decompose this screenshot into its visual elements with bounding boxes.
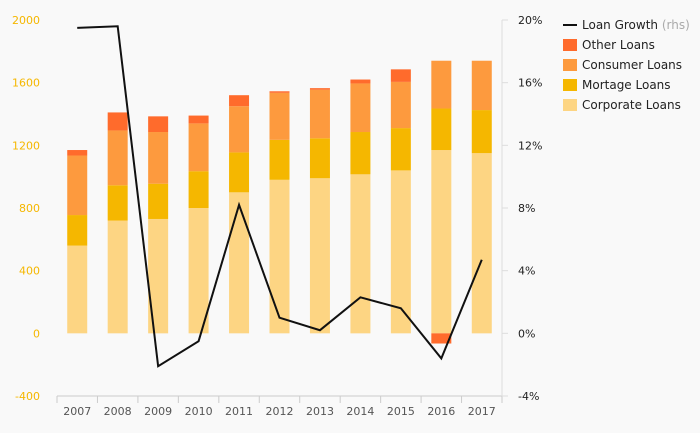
bar-consumer-loans-2009 (148, 132, 169, 184)
x-axis: 2007 2008 2009 2010 2011 2012 2013 2014 2015 2016… (56, 395, 503, 418)
x-tick-label: 2017 (468, 405, 496, 418)
right-y-tick-label: 20% (518, 14, 542, 27)
left-y-tick-label: -400 (15, 390, 40, 403)
bar-corporate-loans-2008 (107, 220, 128, 334)
bar-corporate-loans-2014 (350, 174, 371, 334)
legend-label-mortage-loans: Mortage Loans (582, 78, 671, 92)
left-y-tick-label: 800 (19, 202, 40, 215)
bar-consumer-loans-2011 (229, 106, 250, 153)
bar-other-loans-2013 (309, 88, 330, 90)
bar-consumer-loans-2013 (309, 89, 330, 139)
bar-corporate-loans-2016 (431, 150, 452, 334)
x-tick-label: 2012 (266, 405, 294, 418)
legend-swatch-other-loans (563, 39, 577, 51)
x-tick-label: 2015 (387, 405, 415, 418)
legend: Loan Growth (rhs) Other Loans Consumer L… (563, 18, 690, 112)
x-tick-label: 2009 (144, 405, 172, 418)
right-y-tick-label: 4% (518, 265, 535, 278)
bar-corporate-loans-2017 (471, 153, 492, 334)
bar-corporate-loans-2010 (188, 208, 209, 334)
right-y-tick-label: -4% (518, 390, 539, 403)
bar-consumer-loans-2010 (188, 123, 209, 172)
left-y-tick-label: 0 (33, 327, 40, 340)
bar-other-loans-2010 (188, 115, 209, 124)
loan-growth-line (77, 25, 483, 368)
bar-mortage-loans-2016 (431, 108, 452, 151)
bar-consumer-loans-2017 (471, 60, 492, 111)
bar-mortage-loans-2010 (188, 171, 209, 208)
legend-swatch-mortage-loans (563, 79, 577, 91)
left-y-tick-label: 2000 (12, 14, 40, 27)
bar-other-loans-2016 (431, 333, 452, 344)
bar-other-loans-2015 (390, 69, 411, 82)
right-y-tick-label: 16% (518, 77, 542, 90)
bar-consumer-loans-2008 (107, 130, 128, 186)
bar-mortage-loans-2014 (350, 132, 371, 175)
legend-label-corporate-loans: Corporate Loans (582, 98, 681, 112)
x-tick-label: 2013 (306, 405, 334, 418)
x-tick-label: 2007 (63, 405, 91, 418)
bar-mortage-loans-2007 (67, 215, 88, 246)
x-tick-label: 2014 (346, 405, 374, 418)
bar-other-loans-2014 (350, 79, 371, 84)
bar-mortage-loans-2012 (269, 139, 290, 180)
left-y-axis: -400 0 400 800 1200 1600 2000 (12, 14, 40, 403)
left-y-tick-label: 1200 (12, 139, 40, 152)
bar-mortage-loans-2017 (471, 110, 492, 154)
bars-layer (67, 60, 492, 344)
bar-consumer-loans-2015 (390, 81, 411, 129)
legend-swatch-corporate-loans (563, 99, 577, 111)
line-layer (77, 25, 483, 368)
x-tick-label: 2016 (427, 405, 455, 418)
bar-corporate-loans-2011 (229, 192, 250, 334)
bar-corporate-loans-2009 (148, 218, 169, 334)
x-tick-label: 2011 (225, 405, 253, 418)
right-y-tick-label: 0% (518, 327, 535, 340)
legend-label-loan-growth: Loan Growth (rhs) (582, 18, 690, 32)
legend-label-consumer-loans: Consumer Loans (582, 58, 682, 72)
bar-consumer-loans-2016 (431, 60, 452, 109)
x-tick-label: 2008 (104, 405, 132, 418)
right-y-tick-label: 8% (518, 202, 535, 215)
bar-consumer-loans-2007 (67, 155, 88, 216)
bar-mortage-loans-2011 (229, 152, 250, 193)
bar-mortage-loans-2009 (148, 183, 169, 219)
bar-other-loans-2009 (148, 116, 169, 133)
bar-other-loans-2012 (269, 91, 290, 93)
left-y-tick-label: 1600 (12, 77, 40, 90)
bar-mortage-loans-2015 (390, 128, 411, 171)
bar-consumer-loans-2014 (350, 83, 371, 133)
left-y-tick-label: 400 (19, 265, 40, 278)
bar-other-loans-2011 (229, 95, 250, 107)
right-y-tick-label: 12% (518, 139, 542, 152)
bar-corporate-loans-2012 (269, 179, 290, 334)
legend-swatch-consumer-loans (563, 59, 577, 71)
bar-other-loans-2008 (107, 112, 128, 131)
bar-mortage-loans-2008 (107, 185, 128, 221)
bar-corporate-loans-2015 (390, 170, 411, 334)
bar-corporate-loans-2007 (67, 245, 88, 334)
bar-consumer-loans-2012 (269, 92, 290, 140)
legend-label-other-loans: Other Loans (582, 38, 655, 52)
bar-mortage-loans-2013 (309, 138, 330, 179)
bar-corporate-loans-2013 (309, 178, 330, 334)
bar-other-loans-2007 (67, 150, 88, 156)
right-y-axis: -4% 0% 4% 8% 12% 16% 20% (501, 14, 542, 403)
x-tick-label: 2010 (185, 405, 213, 418)
